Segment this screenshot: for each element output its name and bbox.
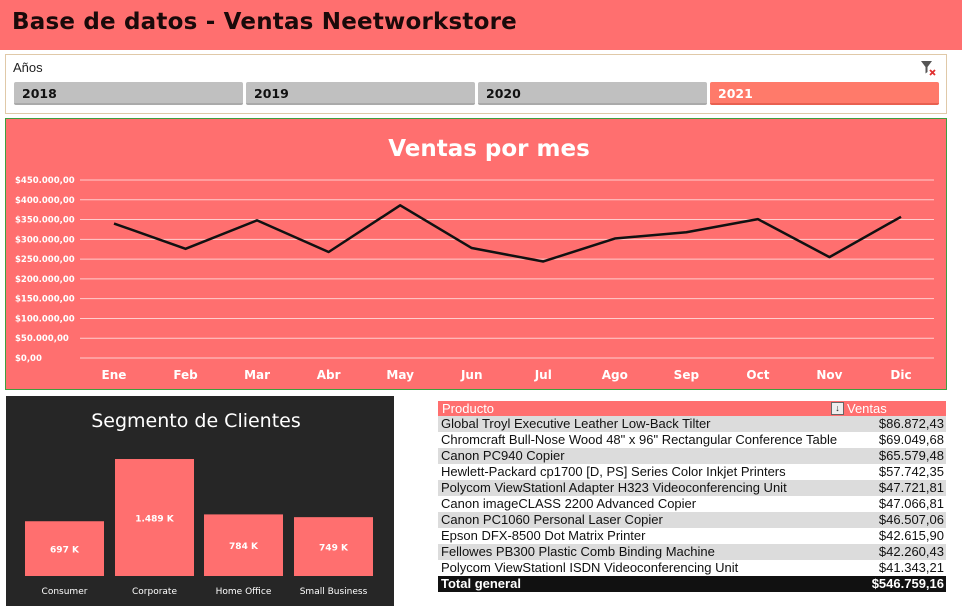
clear-filter-icon[interactable] <box>920 60 936 76</box>
bar-category-label: Corporate <box>132 587 177 597</box>
x-tick-label: Mar <box>244 368 270 382</box>
table-row[interactable]: Canon PC1060 Personal Laser Copier $46.50… <box>438 512 946 528</box>
total-value: $546.759,16 <box>871 576 944 591</box>
table-row[interactable]: Canon PC940 Copier $65.579,48 <box>438 448 946 464</box>
x-tick-label: Ene <box>102 368 127 382</box>
product-name: Chromcraft Bull-Nose Wood 48" x 96" Rect… <box>441 432 838 447</box>
table-row[interactable]: Global Troyl Executive Leather Low-Back … <box>438 416 946 432</box>
sort-descending-icon[interactable]: ↓ <box>831 402 844 415</box>
product-name: Epson DFX-8500 Dot Matrix Printer <box>441 528 646 543</box>
segment-bar[interactable] <box>204 514 283 576</box>
bar-data-label: 697 K <box>50 546 80 556</box>
slicer-label: Años <box>13 60 43 75</box>
product-name: Hewlett-Packard cp1700 [D, PS] Series Co… <box>441 464 786 479</box>
table-row[interactable]: Fellowes PB300 Plastic Comb Binding Mach… <box>438 544 946 560</box>
product-sales-value: $46.507,06 <box>878 512 944 527</box>
total-label: Total general <box>441 576 521 591</box>
product-name: Fellowes PB300 Plastic Comb Binding Mach… <box>441 544 715 559</box>
segment-chart-title: Segmento de Clientes <box>91 410 301 432</box>
table-row[interactable]: Polycom ViewStationl ISDN Videoconferenc… <box>438 560 946 576</box>
year-button-2019[interactable]: 2019 <box>246 82 475 105</box>
table-row[interactable]: Polycom ViewStationl Adapter H323 Videoc… <box>438 480 946 496</box>
y-tick-label: $250.000,00 <box>15 255 75 265</box>
table-row[interactable]: Epson DFX-8500 Dot Matrix Printer $42.615… <box>438 528 946 544</box>
x-tick-label: Jul <box>534 368 552 382</box>
product-sales-value: $47.066,81 <box>878 496 944 511</box>
product-sales-value: $42.615,90 <box>878 528 944 543</box>
x-tick-label: Jun <box>460 368 483 382</box>
table-body: Global Troyl Executive Leather Low-Back … <box>438 416 946 576</box>
table-total-row: Total general $546.759,16 <box>438 576 946 592</box>
header-product[interactable]: Producto <box>442 401 495 416</box>
x-tick-label: May <box>386 368 414 382</box>
x-tick-label: Feb <box>173 368 198 382</box>
x-tick-label: Ago <box>602 368 628 382</box>
year-button-2020[interactable]: 2020 <box>478 82 707 105</box>
product-name: Global Troyl Executive Leather Low-Back … <box>441 416 711 431</box>
bar-chart-svg: Segmento de Clientes 697 K Consumer 1.489 … <box>25 410 373 597</box>
sales-line <box>113 204 902 263</box>
x-tick-label: Abr <box>317 368 341 382</box>
product-name: Polycom ViewStationl ISDN Videoconferenc… <box>441 560 739 575</box>
x-tick-label: Oct <box>746 368 769 382</box>
y-tick-label: $350.000,00 <box>15 216 75 226</box>
product-name: Canon PC1060 Personal Laser Copier <box>441 512 663 527</box>
bar-data-label: 749 K <box>319 544 349 554</box>
x-tick-label: Dic <box>890 368 911 382</box>
y-tick-label: $300.000,00 <box>15 235 75 245</box>
table-header: Producto ↓ Ventas <box>438 401 946 416</box>
bar-data-label: 1.489 K <box>135 515 175 525</box>
header-sales: Ventas <box>847 401 887 416</box>
table-row[interactable]: Hewlett-Packard cp1700 [D, PS] Series Co… <box>438 464 946 480</box>
segment-bar[interactable] <box>294 517 373 576</box>
customer-segment-chart: Segmento de Clientes 697 K Consumer 1.489 … <box>6 396 394 606</box>
line-chart-svg: Ventas por mes $0,00 $50.000,00 $100.000,0… <box>15 136 934 382</box>
title-bar: Base de datos - Ventas Neetworkstore <box>0 0 962 50</box>
product-sales-value: $41.343,21 <box>878 560 944 575</box>
product-name: Polycom ViewStationl Adapter H323 Videoc… <box>441 480 787 495</box>
product-sales-value: $47.721,81 <box>878 480 944 495</box>
product-sales-value: $69.049,68 <box>878 432 944 447</box>
x-tick-label: Nov <box>816 368 842 382</box>
page-title: Base de datos - Ventas Neetworkstore <box>12 9 517 35</box>
bar-category-label: Small Business <box>300 587 368 597</box>
year-button-2021[interactable]: 2021 <box>710 82 939 105</box>
y-tick-label: $200.000,00 <box>15 275 75 285</box>
y-tick-label: $0,00 <box>15 354 42 364</box>
product-sales-value: $86.872,43 <box>878 416 944 431</box>
year-button-2018[interactable]: 2018 <box>14 82 243 105</box>
table-row[interactable]: Canon imageCLASS 2200 Advanced Copier $47… <box>438 496 946 512</box>
y-tick-label: $450.000,00 <box>15 176 75 186</box>
bar-category-label: Home Office <box>216 587 272 597</box>
year-slicer: Años 2018 2019 2020 2021 <box>5 54 947 114</box>
segment-bar[interactable] <box>25 521 104 576</box>
product-sales-table: Producto ↓ Ventas Global Troyl Executive… <box>438 401 946 592</box>
y-tick-label: $400.000,00 <box>15 196 75 206</box>
table-row[interactable]: Chromcraft Bull-Nose Wood 48" x 96" Rect… <box>438 432 946 448</box>
bar-category-label: Consumer <box>42 587 88 597</box>
product-name: Canon imageCLASS 2200 Advanced Copier <box>441 496 697 511</box>
bar-data-label: 784 K <box>229 542 259 552</box>
y-tick-label: $150.000,00 <box>15 295 75 305</box>
y-tick-label: $50.000,00 <box>15 334 69 344</box>
x-tick-label: Sep <box>674 368 700 382</box>
chart-title: Ventas por mes <box>388 136 590 162</box>
product-sales-value: $65.579,48 <box>878 448 944 463</box>
product-sales-value: $57.742,35 <box>878 464 944 479</box>
y-tick-label: $100.000,00 <box>15 314 75 324</box>
product-sales-value: $42.260,43 <box>878 544 944 559</box>
segment-bar[interactable] <box>115 459 194 576</box>
sales-by-month-chart: Ventas por mes $0,00 $50.000,00 $100.000,0… <box>5 118 947 390</box>
product-name: Canon PC940 Copier <box>441 448 565 463</box>
